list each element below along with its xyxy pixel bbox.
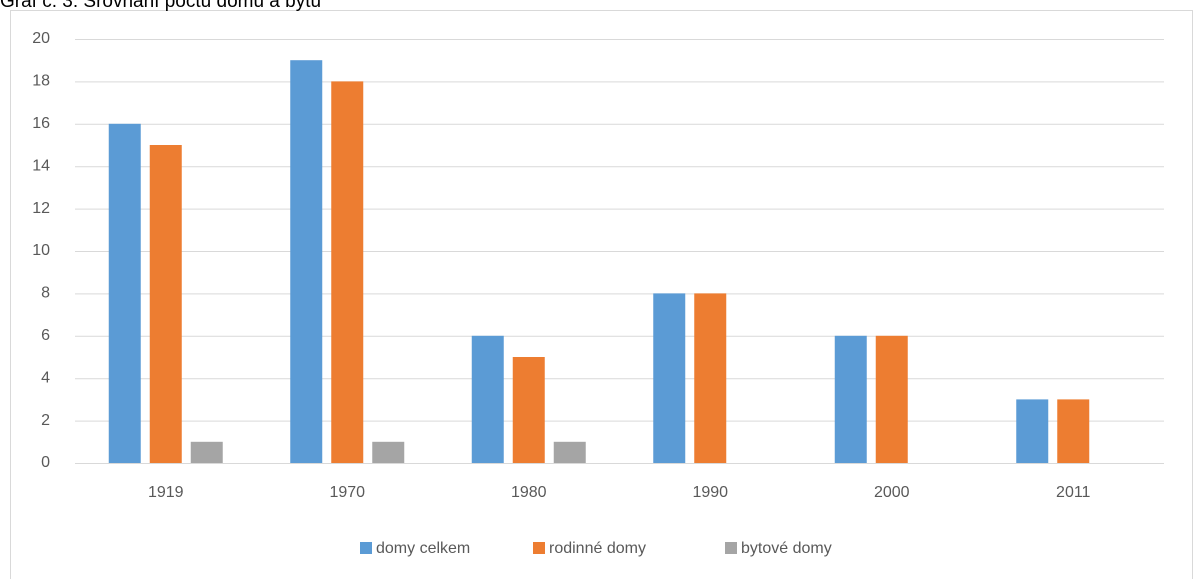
bar: [372, 441, 405, 463]
y-tick-label: 8: [41, 285, 50, 302]
x-tick-label: 2011: [1056, 484, 1091, 501]
x-tick-label: 1919: [148, 484, 184, 501]
y-tick-label: 2: [41, 412, 50, 429]
y-tick-label: 10: [32, 242, 50, 259]
bar: [512, 357, 545, 463]
bar: [875, 335, 908, 463]
chart-frame: [10, 10, 1193, 579]
bar: [1016, 399, 1049, 463]
y-tick-label: 0: [41, 454, 50, 471]
bar: [653, 293, 686, 463]
x-tick-label: 2000: [874, 484, 910, 501]
legend-label: rodinné domy: [549, 540, 646, 557]
legend-swatch: [533, 542, 545, 554]
bar: [471, 335, 504, 463]
bar: [190, 441, 223, 463]
y-tick-label: 14: [32, 157, 50, 174]
bar: [108, 123, 141, 464]
y-tick-label: 4: [41, 369, 50, 386]
bar: [290, 60, 323, 463]
y-tick-label: 6: [41, 327, 50, 344]
bar: [553, 441, 586, 463]
x-tick-label: 1970: [329, 484, 365, 501]
y-tick-label: 16: [32, 115, 50, 132]
bar: [1057, 399, 1090, 463]
y-tick-label: 20: [32, 30, 50, 47]
legend-swatch: [360, 542, 372, 554]
y-tick-label: 18: [32, 73, 50, 90]
x-tick-label: 1990: [692, 484, 728, 501]
bar: [149, 145, 182, 463]
chart-title: Graf č. 3: Srovnání počtu domů a bytů: [0, 0, 321, 12]
legend-swatch: [725, 542, 737, 554]
legend-label: bytové domy: [741, 540, 832, 557]
x-tick-label: 1980: [511, 484, 547, 501]
bar: [331, 81, 364, 464]
bar: [834, 335, 867, 463]
y-tick-label: 12: [32, 200, 50, 217]
bar: [694, 293, 727, 463]
legend-label: domy celkem: [376, 540, 470, 557]
